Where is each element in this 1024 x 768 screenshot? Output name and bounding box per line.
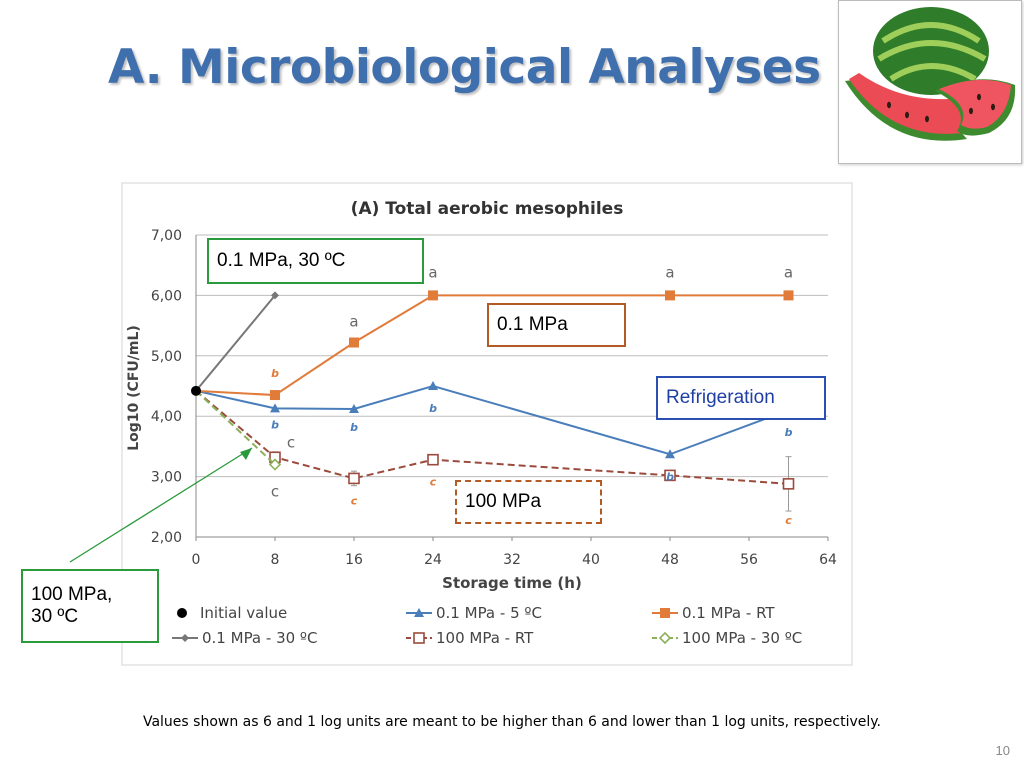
data-point	[428, 381, 438, 390]
significance-letter: a	[349, 313, 358, 331]
significance-letter: a	[665, 263, 674, 281]
data-point	[428, 290, 438, 301]
data-point	[349, 403, 359, 413]
significance-letter: c	[287, 433, 295, 451]
legend-marker	[181, 634, 189, 642]
callout-text: 0.1 MPa	[497, 314, 568, 335]
data-point	[665, 449, 675, 459]
legend-label: 0.1 MPa - 5 ºC	[436, 604, 542, 622]
legend-label: 0.1 MPa - RT	[682, 604, 775, 622]
data-point	[348, 472, 360, 485]
significance-letter: b	[785, 426, 793, 439]
callout-text: 0.1 MPa, 30 ºC	[217, 250, 346, 271]
legend-marker	[177, 608, 187, 618]
y-tick-label: 6,00	[151, 288, 182, 304]
legend-label: 100 MPa - RT	[436, 629, 534, 647]
y-axis-label: Log10 (CFU/mL)	[126, 325, 142, 451]
x-tick-label: 8	[271, 552, 280, 568]
data-point	[427, 453, 439, 466]
footnote: Values shown as 6 and 1 log units are me…	[142, 714, 882, 730]
series-line	[195, 294, 276, 392]
callout-text: Refrigeration	[666, 387, 775, 408]
y-tick-label: 3,00	[151, 470, 182, 486]
series-line	[195, 294, 789, 397]
legend-label: 0.1 MPa - 30 ºC	[202, 629, 317, 647]
y-tick-label: 2,00	[151, 530, 182, 546]
x-tick-label: 32	[503, 552, 521, 568]
significance-letter: c	[271, 483, 279, 501]
significance-letter: a	[428, 263, 437, 281]
legend-marker	[414, 608, 424, 617]
legend-label: 100 MPa - 30 ºC	[682, 629, 802, 647]
significance-letter: b	[666, 470, 674, 483]
data-point	[271, 291, 279, 300]
series-line	[195, 384, 789, 456]
series-line	[195, 390, 276, 466]
x-axis-label: Storage time (h)	[442, 574, 582, 592]
significance-letter: b	[350, 421, 358, 434]
chart-title: (A) Total aerobic mesophiles	[351, 199, 624, 219]
legend-marker	[413, 632, 425, 644]
page-number: 10	[995, 743, 1010, 758]
y-tick-label: 5,00	[151, 349, 182, 365]
callout-connector	[69, 447, 253, 563]
callout-100mpa-30c: 100 MPa, 30 ºC	[21, 569, 159, 643]
data-point	[270, 390, 280, 401]
significance-letter: c	[785, 514, 792, 527]
data-point	[270, 403, 280, 413]
watermelon-icon	[845, 7, 1016, 141]
y-axis-ticks: 2,00 3,00 4,00 5,00 6,00 7,00	[151, 228, 182, 546]
significance-letter: c	[351, 494, 358, 507]
significance-letter: b	[429, 402, 437, 415]
legend: Initial value 0.1 MPa - 5 ºC 0.1 MPa - RT 0…	[172, 604, 802, 647]
x-tick-label: 40	[582, 552, 600, 568]
data-point	[268, 458, 282, 471]
series-line	[195, 390, 789, 485]
data-point	[782, 478, 795, 490]
x-tick-label: 64	[819, 552, 837, 568]
x-tick-label: 0	[192, 552, 201, 568]
callout-arrow-head	[240, 448, 252, 460]
callout-text: 100 MPa	[465, 491, 542, 512]
watermelon-photo	[838, 0, 1022, 164]
y-tick-label: 7,00	[151, 228, 182, 244]
data-point	[191, 385, 201, 396]
data-point	[665, 290, 675, 301]
y-tick-label: 4,00	[151, 409, 182, 425]
callout-text-line1: 100 MPa,	[31, 584, 113, 605]
x-tick-label: 48	[661, 552, 679, 568]
callout-0-1mpa: 0.1 MPa	[487, 303, 626, 347]
significance-letter: b	[271, 418, 279, 431]
x-tick-label: 56	[740, 552, 758, 568]
legend-marker	[660, 608, 670, 618]
x-tick-label: 16	[345, 552, 363, 568]
data-point	[349, 337, 359, 348]
significance-letter: a	[784, 263, 793, 281]
slide-title: A. Microbiological Analyses	[108, 40, 821, 95]
significance-letter: b	[271, 367, 279, 380]
data-point	[783, 290, 794, 301]
data-point	[664, 469, 676, 482]
x-tick-label: 24	[424, 552, 442, 568]
legend-marker	[658, 631, 672, 645]
callout-refrigeration: Refrigeration	[656, 376, 826, 420]
x-axis-ticks: 0 8 16 24 32 40 48 56 64	[192, 537, 837, 568]
callout-100mpa: 100 MPa	[455, 480, 602, 524]
legend-label: Initial value	[200, 604, 287, 622]
callout-0-1mpa-30c: 0.1 MPa, 30 ºC	[207, 238, 424, 284]
significance-letter: c	[430, 476, 437, 489]
callout-text-line2: 30 ºC	[31, 606, 79, 627]
